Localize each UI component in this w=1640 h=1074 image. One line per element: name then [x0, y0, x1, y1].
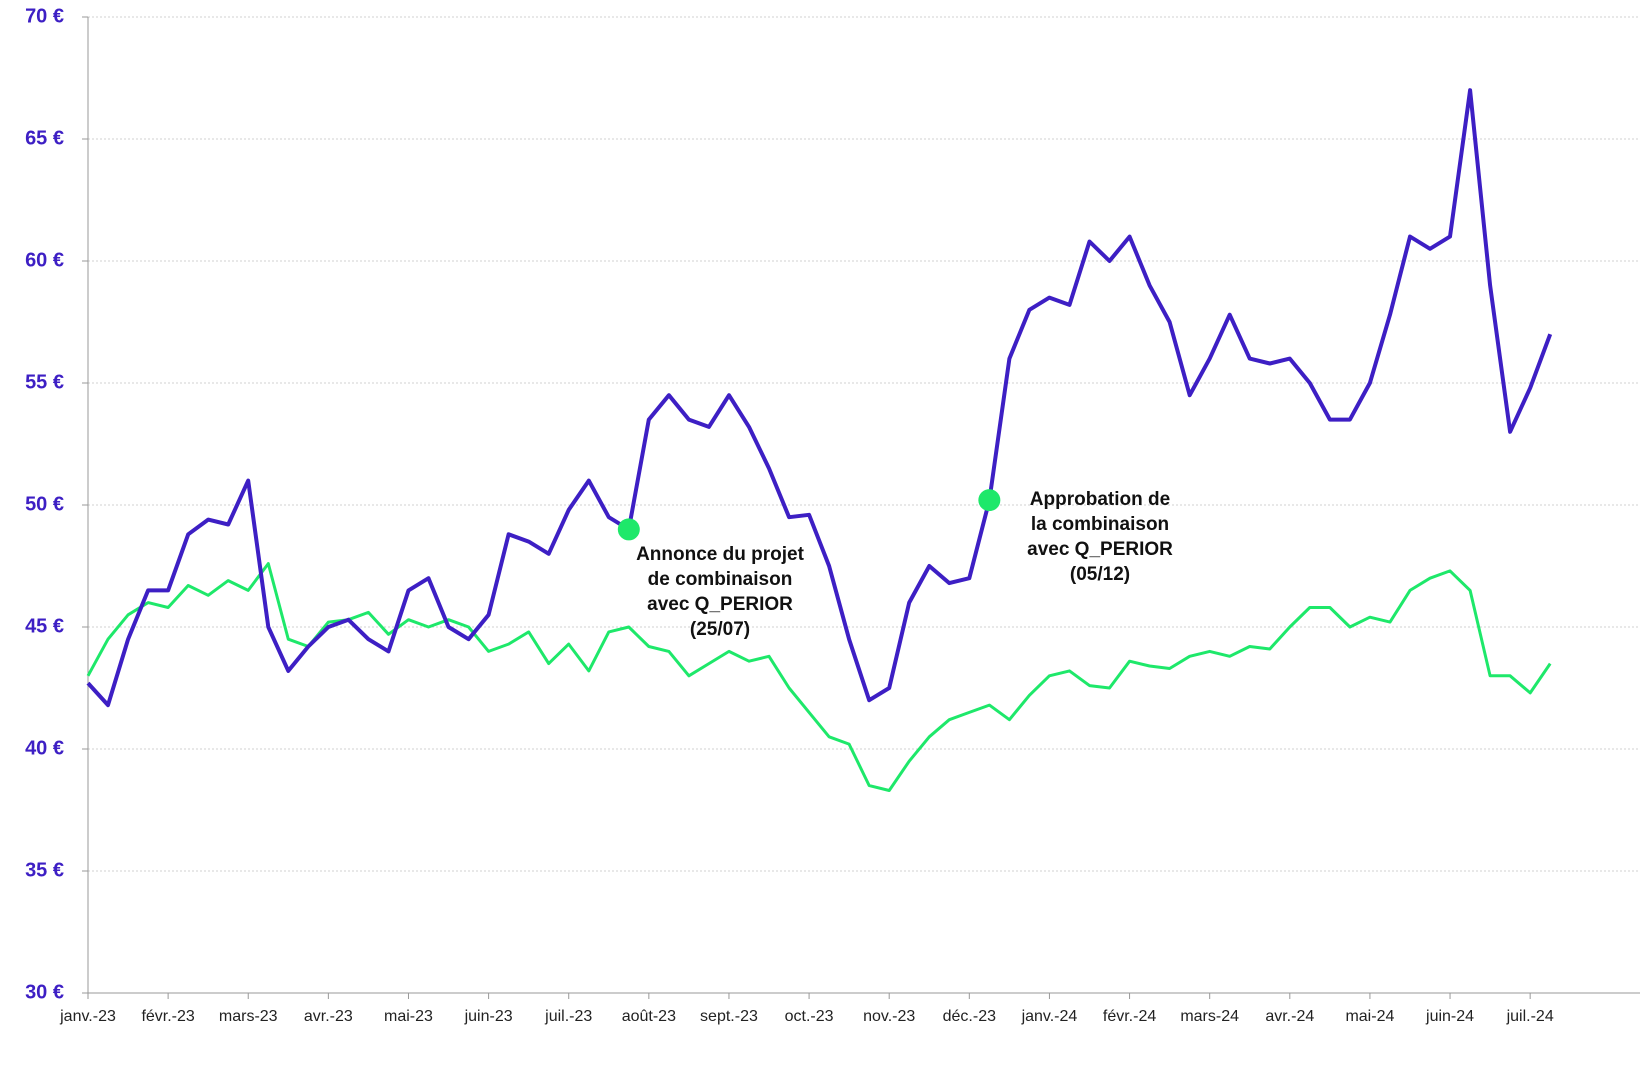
y-tick-label: 70 € [25, 5, 64, 27]
x-tick-label: janv.-24 [1021, 1008, 1078, 1025]
y-tick-label: 55 € [25, 371, 64, 393]
y-tick-label: 30 € [25, 981, 64, 1003]
x-tick-label: mars-24 [1180, 1008, 1239, 1025]
series-line [86, 562, 1552, 792]
annotation-marker [978, 489, 1001, 512]
x-tick-label: avr.-24 [1265, 1008, 1314, 1025]
y-tick-label: 50 € [25, 493, 64, 515]
annotation-text: de combinaison [648, 569, 793, 590]
x-tick-label: juil.-23 [544, 1008, 592, 1025]
x-tick-label: août-23 [622, 1008, 676, 1025]
x-tick-label: avr.-23 [304, 1008, 353, 1025]
annotation-text: (05/12) [1070, 564, 1130, 585]
series-line [86, 88, 1553, 708]
x-tick-label: févr.-23 [141, 1008, 194, 1025]
annotation-text: Approbation de [1030, 489, 1170, 510]
x-tick-label: févr.-24 [1103, 1008, 1156, 1025]
y-tick-label: 45 € [25, 615, 64, 637]
x-tick-label: oct.-23 [785, 1008, 834, 1025]
annotation-text: la combinaison [1031, 514, 1169, 535]
y-tick-label: 65 € [25, 127, 64, 149]
x-tick-label: nov.-23 [863, 1008, 915, 1025]
y-tick-label: 35 € [25, 859, 64, 881]
y-tick-label: 60 € [25, 249, 64, 271]
x-tick-label: mars-23 [219, 1008, 278, 1025]
x-tick-label: mai-23 [384, 1008, 433, 1025]
x-tick-label: juil.-24 [1506, 1008, 1554, 1025]
y-tick-label: 40 € [25, 737, 64, 759]
x-tick-label: mai-24 [1345, 1008, 1394, 1025]
x-tick-label: janv.-23 [59, 1008, 116, 1025]
annotation-text: (25/07) [690, 619, 750, 640]
x-tick-label: juin-24 [1425, 1008, 1474, 1025]
x-tick-label: sept.-23 [700, 1008, 758, 1025]
annotation-marker [617, 518, 640, 541]
annotation-text: Annonce du projet [636, 544, 805, 565]
annotation-text: avec Q_PERIOR [1027, 539, 1173, 560]
x-tick-label: juin-23 [464, 1008, 513, 1025]
annotation-text: avec Q_PERIOR [647, 594, 793, 615]
x-tick-label: déc.-23 [943, 1008, 996, 1025]
